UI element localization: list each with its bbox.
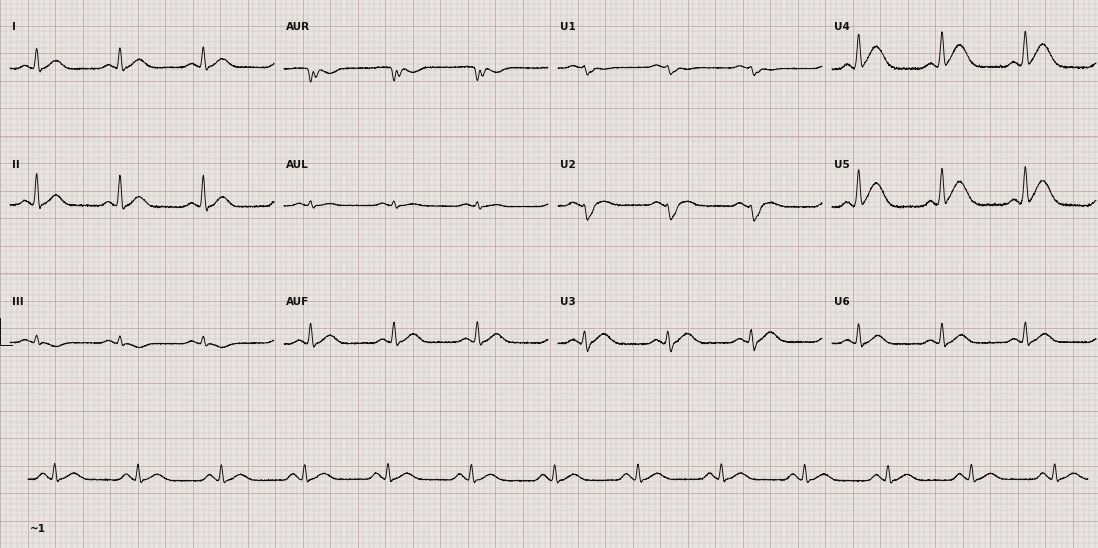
Text: U3: U3 (560, 297, 575, 307)
Text: II: II (12, 160, 20, 170)
Text: ~1: ~1 (30, 524, 46, 534)
Text: U5: U5 (834, 160, 850, 170)
Text: III: III (12, 297, 24, 307)
Text: AUL: AUL (285, 160, 309, 170)
Text: U2: U2 (560, 160, 575, 170)
Text: U4: U4 (834, 22, 850, 32)
Text: U1: U1 (560, 22, 575, 32)
Text: U6: U6 (834, 297, 850, 307)
Text: AUF: AUF (285, 297, 310, 307)
Text: AUR: AUR (285, 22, 310, 32)
Text: I: I (12, 22, 15, 32)
